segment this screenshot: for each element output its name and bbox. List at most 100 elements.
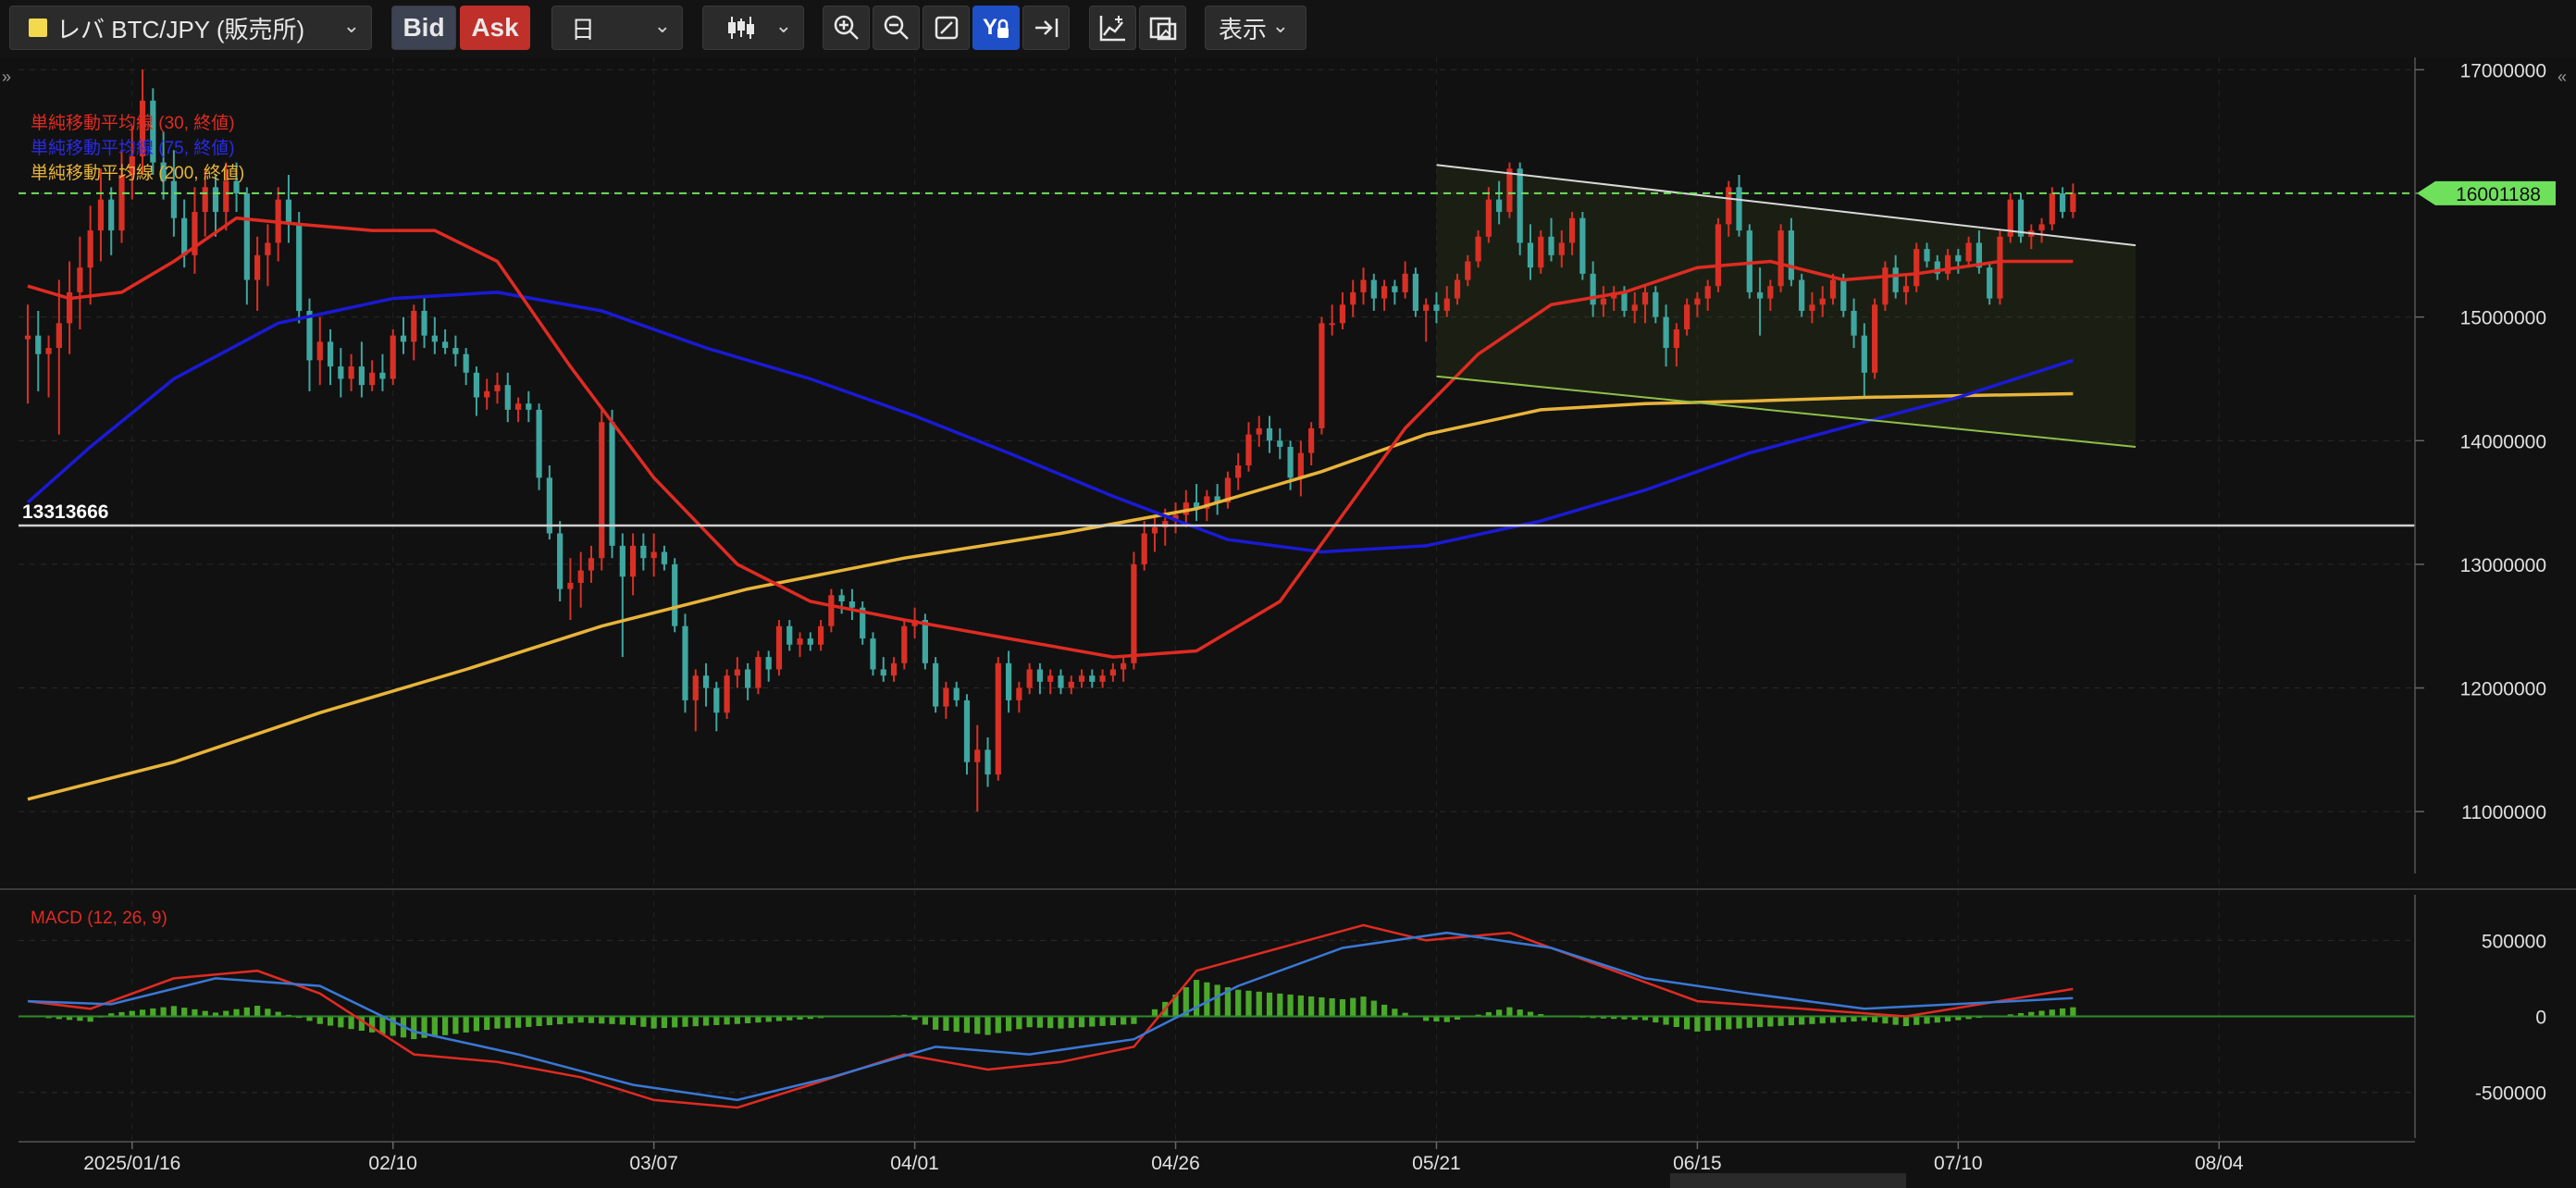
time-tick-label: 05/21	[1412, 1153, 1461, 1174]
candle-body	[1673, 329, 1679, 349]
candle-body	[985, 749, 991, 775]
candle-body	[1631, 304, 1638, 311]
macd-histogram-bar	[1663, 1016, 1669, 1025]
candle-body	[1527, 242, 1534, 268]
legend-sma200[interactable]: 単純移動平均線 (200, 終値)	[31, 163, 244, 183]
zoom-in-button[interactable]	[823, 6, 870, 50]
candle-body	[702, 675, 710, 688]
candle-body	[35, 335, 42, 354]
candle-body	[1319, 323, 1325, 428]
macd-histogram-bar	[1611, 1016, 1617, 1020]
macd-histogram-bar	[243, 1007, 250, 1017]
macd-histogram-bar	[1339, 999, 1346, 1017]
macd-histogram-bar	[995, 1016, 1001, 1033]
macd-histogram-bar	[1704, 1016, 1711, 1032]
macd-histogram-bar	[640, 1016, 647, 1027]
candle-body	[1277, 440, 1283, 447]
candle-body	[1443, 298, 1450, 311]
macd-histogram-bar	[577, 1016, 584, 1023]
macd-histogram-bar	[306, 1016, 313, 1021]
candle-body	[963, 699, 971, 762]
legend-sma30[interactable]: 単純移動平均線 (30, 終値)	[31, 113, 235, 133]
candle-body	[1141, 533, 1147, 564]
current-price-label: 16001188	[2456, 184, 2541, 205]
time-axis[interactable]: 2025/01/16 02/10 03/07 04/01 04/26 05/21 06/15…	[19, 1141, 2415, 1174]
indicator-legend[interactable]: 単純移動平均線 (30, 終値) 単純移動平均線 (75, 終値) 単純移動平均…	[31, 113, 244, 183]
macd-tick-label: 500000	[2482, 931, 2546, 952]
macd-histogram-bar	[974, 1016, 981, 1034]
display-menu-button[interactable]: 表示 ⌄	[1205, 6, 1307, 50]
candle-body	[880, 669, 886, 676]
price-tick-label: 17000000	[2460, 60, 2546, 81]
zoom-out-button[interactable]	[873, 6, 920, 50]
chart-area[interactable]: 13313666 11000000 12000000 13000000 1400000…	[0, 57, 2576, 1188]
macd-histogram-bar	[1673, 1016, 1679, 1028]
macd-histogram-bar	[1423, 1016, 1430, 1021]
channel-upper-line[interactable]	[1436, 164, 2136, 247]
macd-histogram-bar	[170, 1006, 177, 1017]
macd-histogram-bar	[56, 1016, 62, 1020]
fit-button[interactable]	[923, 6, 970, 50]
macd-histogram-bar	[139, 1009, 146, 1017]
macd-histogram-bar	[1109, 1016, 1116, 1026]
macd-histogram-bar	[1517, 1009, 1523, 1017]
period-select[interactable]: 日 ⌄	[551, 6, 683, 50]
candle-body	[1454, 279, 1461, 299]
candle-body	[442, 341, 449, 349]
macd-histogram-bar	[734, 1016, 740, 1024]
candle-body	[1715, 224, 1722, 287]
candle-body	[1955, 254, 1962, 262]
candle-body	[713, 687, 720, 713]
candle-body	[797, 638, 803, 645]
candle-body	[1235, 465, 1242, 478]
bid-button[interactable]: Bid	[391, 6, 456, 50]
macd-histogram-bar	[411, 1016, 417, 1040]
chart-type-select[interactable]: ⌄	[702, 6, 804, 50]
horizontal-line-label: 13313666	[22, 501, 108, 523]
macd-axis[interactable]: -500000 0 500000	[2414, 895, 2546, 1138]
candle-body	[1788, 230, 1795, 280]
ask-button[interactable]: Ask	[460, 6, 530, 50]
macd-histogram-bar	[1684, 1016, 1690, 1030]
candle-body	[473, 372, 480, 398]
candle-body	[1829, 279, 1837, 299]
candle-body	[1026, 669, 1033, 688]
candle-body	[1506, 168, 1513, 213]
candle-body	[2007, 199, 2013, 237]
candle-body	[1402, 273, 1408, 292]
legend-sma75[interactable]: 単純移動平均線 (75, 終値)	[31, 138, 235, 158]
y-lock-button[interactable]: Y	[972, 6, 1020, 50]
candle-body	[1058, 675, 1064, 688]
sma30-line	[27, 216, 2074, 659]
macd-histogram-bar	[619, 1016, 625, 1025]
macd-legend[interactable]: MACD (12, 26, 9)	[31, 909, 167, 928]
channel-lower-line[interactable]	[1436, 375, 2136, 448]
macd-histogram-bar	[922, 1016, 928, 1025]
add-indicator-button[interactable]	[1089, 6, 1136, 50]
candle-body	[233, 180, 240, 193]
drawing-button[interactable]	[1139, 6, 1186, 50]
scroll-end-button[interactable]	[1022, 6, 1070, 50]
macd-histogram-bar	[1319, 996, 1325, 1017]
macd-histogram-bar	[1506, 1007, 1513, 1017]
candle-body	[1078, 675, 1085, 682]
candle-body	[369, 372, 376, 386]
candle-body	[1204, 496, 1210, 509]
macd-histogram-bar	[1872, 1016, 1878, 1022]
candle-body	[692, 675, 699, 700]
candle-body	[995, 662, 1001, 775]
chevron-down-icon: ⌄	[774, 14, 792, 37]
macd-histogram-bar	[1329, 997, 1335, 1017]
expand-right-icon[interactable]: «	[2557, 68, 2567, 86]
macd-histogram-bar	[933, 1016, 939, 1030]
candle-body	[1568, 217, 1576, 243]
macd-histogram-bar	[1715, 1016, 1722, 1031]
expand-left-icon[interactable]: »	[2, 68, 11, 86]
macd-histogram-bar	[463, 1016, 469, 1033]
symbol-select[interactable]: レバ BTC/JPY (販売所) ⌄	[9, 6, 372, 50]
candle-body	[1736, 187, 1742, 231]
macd-histogram-bar	[1047, 1016, 1054, 1029]
candle-body	[1433, 304, 1440, 311]
candle-body	[775, 625, 783, 670]
time-scrollbar[interactable]	[1670, 1173, 1906, 1188]
